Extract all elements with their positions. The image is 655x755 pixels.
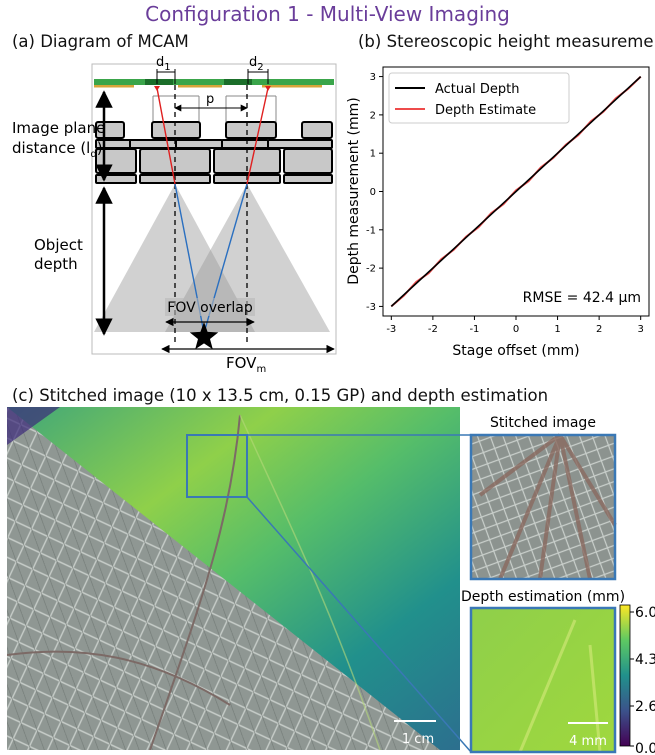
y-tick-label-0: -3 xyxy=(366,302,376,313)
x-tick-label-1: -2 xyxy=(428,324,438,335)
colorbar xyxy=(619,604,631,747)
y-tick-label-4: 1 xyxy=(370,149,376,160)
colorbar-tick-2: 2.6 xyxy=(635,699,655,715)
d2-label: d2 xyxy=(249,55,264,73)
d1-label: d1 xyxy=(156,55,171,73)
x-axis-label: Stage offset (mm) xyxy=(452,343,579,359)
y-axis-label: Depth measurement (mm) xyxy=(346,97,362,284)
panel-c-label: (c) Stitched image (10 x 13.5 cm, 0.15 G… xyxy=(12,386,549,405)
x-tick-label-3: 0 xyxy=(513,324,519,335)
panel-b-label: (b) Stereoscopic height measurement xyxy=(358,32,655,51)
depth-overlay xyxy=(7,407,460,750)
x-tick-label-2: -1 xyxy=(469,324,479,335)
y-tick-label-3: 0 xyxy=(370,187,376,198)
panel-a-label: (a) Diagram of MCAM xyxy=(12,32,189,51)
x-tick-label-0: -3 xyxy=(386,324,396,335)
object-depth-label: Object xyxy=(34,236,83,254)
rmse-annotation: RMSE = 42.4 µm xyxy=(523,290,641,306)
fov-m-label: FOVm xyxy=(226,354,266,372)
y-tick-label-6: 3 xyxy=(370,72,376,83)
legend-estimate: Depth Estimate xyxy=(435,103,536,118)
image-plane-label-2: distance (ld) xyxy=(12,139,103,160)
y-tick-label-2: -1 xyxy=(366,225,376,236)
zoom-region xyxy=(186,434,248,498)
x-tick-label-5: 2 xyxy=(596,324,602,335)
x-tick-label-6: 3 xyxy=(638,324,644,335)
colorbar-tick-0: 6.0 xyxy=(635,605,655,621)
y-tick-label-1: -2 xyxy=(366,264,376,275)
pitch-label: p xyxy=(206,92,214,107)
sensor-board xyxy=(94,79,334,85)
depth-inset xyxy=(471,608,615,752)
depth-chart: -3 -2 -1 0 1 2 3 -3 -2 -1 0 1 2 3 Actual Depth Depth … xyxy=(346,66,650,359)
legend-actual: Actual Depth xyxy=(435,82,519,97)
inset-bottom-label: Depth estimation (mm) xyxy=(461,589,625,605)
object-depth-label-2: depth xyxy=(34,255,78,273)
fov-overlap-label: FOV overlap xyxy=(167,300,253,316)
inset-top-label: Stitched image xyxy=(490,415,596,431)
sensor-left xyxy=(145,79,173,85)
colorbar-tick-1: 4.3 xyxy=(635,652,655,668)
series-line-actual-depth xyxy=(390,76,642,307)
legend xyxy=(388,72,570,124)
stitched-figure: 1 cm Stitched image Depth estimation (mm… xyxy=(7,407,655,755)
sensor-right xyxy=(224,79,252,85)
red-ray-right xyxy=(246,87,269,185)
star-object-icon xyxy=(189,322,219,350)
stitched-main-image xyxy=(7,407,460,750)
image-plane-label: Image plane xyxy=(12,119,105,137)
mcam-diagram: d1 d2 p Im xyxy=(12,55,337,372)
x-tick-label-4: 1 xyxy=(554,324,560,335)
scale-label-main: 1 cm xyxy=(402,732,434,747)
plot-frame xyxy=(382,66,650,317)
red-ray-left xyxy=(156,87,176,185)
colorbar-tick-3: 0.0 xyxy=(635,741,655,755)
y-tick-label-5: 2 xyxy=(370,110,376,121)
figure-title: Configuration 1 - Multi-View Imaging xyxy=(145,2,510,26)
scale-label-inset: 4 mm xyxy=(569,734,607,749)
